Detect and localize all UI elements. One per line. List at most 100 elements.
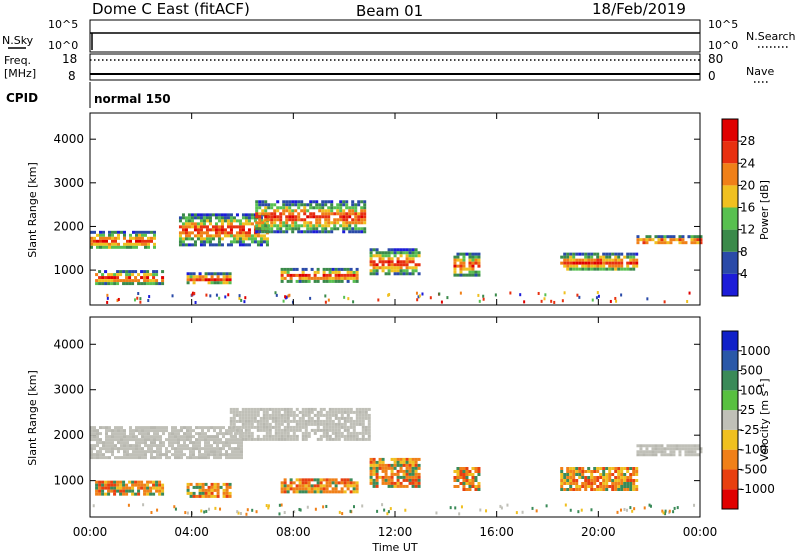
echo-cell xyxy=(661,509,664,513)
echo-cell xyxy=(134,276,138,280)
echo-cell xyxy=(303,221,307,225)
echo-cell xyxy=(174,432,177,436)
echo-cell xyxy=(363,230,367,234)
echo-cell xyxy=(244,243,248,247)
velocity-colorbar-label: Velocity [m s-1] xyxy=(757,378,771,461)
echo-cell xyxy=(602,482,606,485)
echo-cell xyxy=(346,276,350,280)
echo-cell xyxy=(192,435,195,439)
echo-cell xyxy=(334,484,338,488)
x-tick-label: 00:00 xyxy=(73,525,108,539)
echo-cell xyxy=(137,492,141,496)
echo-cell xyxy=(123,233,126,237)
echo-cell xyxy=(138,239,141,243)
echo-cell xyxy=(405,251,409,255)
power-colorbar-tick-label: 20 xyxy=(740,178,755,192)
echo-cell xyxy=(334,431,338,435)
echo-cell xyxy=(369,269,373,273)
echo-cell xyxy=(372,478,376,482)
echo-cell xyxy=(596,258,600,262)
echo-cell xyxy=(102,230,105,234)
echo-cell xyxy=(375,478,379,482)
echo-cell xyxy=(699,447,703,451)
echo-cell xyxy=(625,508,628,512)
echo-cell xyxy=(315,221,319,225)
echo-cell xyxy=(283,478,287,482)
echo-cell xyxy=(459,258,463,262)
echo-cell xyxy=(411,251,415,255)
echo-cell xyxy=(222,435,225,439)
echo-cell xyxy=(255,200,259,204)
echo-cell xyxy=(180,435,183,439)
echo-cell xyxy=(190,213,194,217)
echo-cell xyxy=(152,480,156,484)
echo-band xyxy=(369,248,421,276)
echo-cell xyxy=(189,438,192,442)
echo-cell xyxy=(351,230,355,234)
echo-cell xyxy=(205,240,209,244)
echo-cell xyxy=(319,478,323,482)
echo-cell xyxy=(474,252,478,256)
echo-cell xyxy=(340,481,344,485)
echo-cell xyxy=(228,494,232,498)
echo-cell xyxy=(126,456,129,460)
echo-cell xyxy=(276,227,280,231)
echo-cell xyxy=(202,243,206,247)
echo-cell xyxy=(572,470,576,473)
echo-cell xyxy=(337,431,341,435)
echo-cell xyxy=(113,273,117,277)
echo-cell xyxy=(358,431,362,435)
echo-cell xyxy=(301,487,305,491)
echo-cell xyxy=(331,276,335,280)
echo-cell xyxy=(144,245,147,249)
echo-cell xyxy=(292,419,296,423)
echo-cell xyxy=(214,225,218,229)
echo-cell xyxy=(361,425,365,429)
echo-cell xyxy=(117,456,120,460)
echo-cell xyxy=(639,447,643,451)
echo-cell xyxy=(262,410,266,414)
echo-cell xyxy=(137,483,141,487)
echo-cell xyxy=(348,212,352,216)
echo-cell xyxy=(215,293,218,297)
echo-cell xyxy=(110,279,114,283)
echo-cell xyxy=(396,251,400,255)
echo-cell xyxy=(265,434,269,438)
echo-cell xyxy=(204,432,207,436)
echo-cell xyxy=(165,453,168,457)
echo-cell xyxy=(159,444,162,448)
echo-cell xyxy=(378,260,382,264)
echo-cell xyxy=(232,425,236,429)
echo-cell xyxy=(324,218,328,222)
echo-cell xyxy=(235,413,239,417)
echo-cell xyxy=(569,476,573,479)
echo-cell xyxy=(304,273,308,277)
echo-cell xyxy=(364,407,368,411)
echo-cell xyxy=(614,264,618,268)
echo-cell xyxy=(229,428,233,432)
echo-cell xyxy=(162,426,165,430)
echo-cell xyxy=(626,470,630,473)
echo-cell xyxy=(222,275,226,279)
echo-cell xyxy=(271,410,275,414)
echo-cell xyxy=(268,416,272,420)
echo-cell xyxy=(389,507,392,511)
echo-cell xyxy=(593,476,597,479)
echo-cell xyxy=(298,419,302,423)
echo-cell xyxy=(684,241,688,245)
echo-cell xyxy=(328,484,332,488)
echo-cell xyxy=(328,419,332,423)
echo-cell xyxy=(654,235,658,239)
echo-cell xyxy=(275,293,278,297)
echo-cell xyxy=(158,486,162,490)
echo-cell xyxy=(301,270,305,274)
echo-cell xyxy=(459,273,463,277)
echo-cell xyxy=(349,410,353,414)
echo-cell xyxy=(310,267,314,271)
echo-cell xyxy=(195,278,199,282)
echo-cell xyxy=(399,481,403,485)
echo-cell xyxy=(228,272,232,276)
echo-cell xyxy=(349,431,353,435)
echo-cell xyxy=(294,221,298,225)
echo-cell xyxy=(235,213,239,217)
